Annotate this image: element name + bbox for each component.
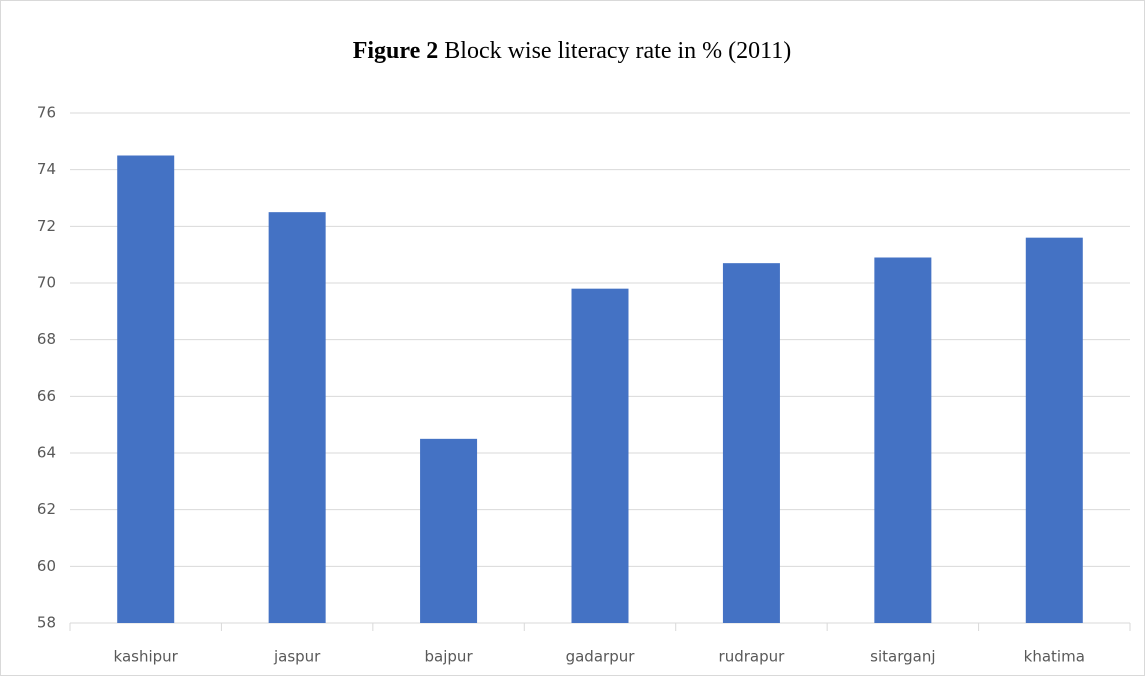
x-tick-label: jaspur [273,648,321,666]
y-tick-label: 74 [37,160,56,178]
y-tick-label: 60 [37,557,56,575]
bar [1025,237,1083,623]
y-tick-label: 68 [37,330,56,348]
bar [571,288,629,623]
bar [722,263,780,623]
y-tick-label: 64 [37,444,56,462]
bar [117,155,175,623]
bar [268,212,326,623]
bar [874,257,932,623]
title-label: Figure 2 [353,38,439,64]
y-tick-label: 72 [37,217,56,235]
x-tick-label: bajpur [425,648,474,666]
y-tick-label: 66 [37,387,56,405]
x-tick-label: khatima [1024,648,1085,666]
y-tick-label: 62 [37,500,56,518]
y-tick-label: 58 [37,614,56,632]
x-tick-label: gadarpur [566,648,636,666]
title-text: Block wise literacy rate in % (2011) [444,38,791,64]
x-tick-label: sitarganj [870,648,935,666]
y-tick-label: 70 [37,274,56,292]
x-tick-label: rudrapur [719,648,786,666]
y-tick-label: 76 [37,104,56,122]
chart-title: Figure 2 Block wise literacy rate in % (… [353,38,792,64]
x-tick-label: kashipur [114,648,179,666]
bar [420,438,478,623]
